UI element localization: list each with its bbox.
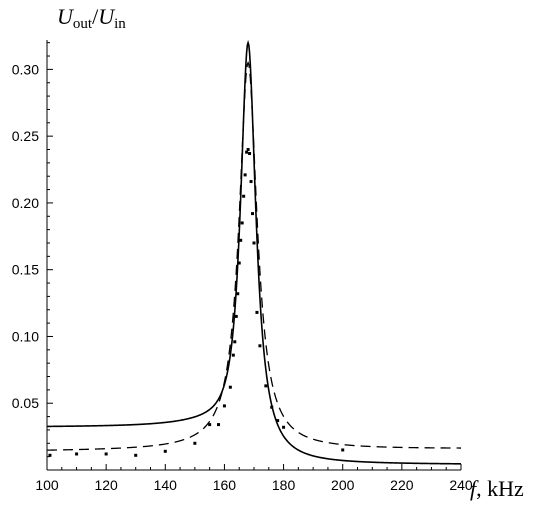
- data-point: [75, 452, 79, 456]
- y-axis-title-main: U: [57, 4, 75, 29]
- y-tick-label: 0.05: [12, 395, 39, 411]
- data-point: [270, 405, 274, 409]
- y-axis-title-sub-out: out: [73, 16, 93, 32]
- data-point: [341, 448, 345, 452]
- data-point: [242, 194, 246, 198]
- data-point: [249, 180, 253, 184]
- ticks: 100 120 140 160 180 200 220 240 0.05 0.10 0.15 0.20…: [12, 42, 473, 493]
- x-tick-label: 200: [331, 477, 355, 493]
- data-point: [246, 148, 250, 152]
- data-point: [255, 310, 259, 314]
- y-tick-label: 0.10: [12, 328, 39, 344]
- x-tick-label: 160: [213, 477, 237, 493]
- series-layer: [46, 39, 462, 465]
- data-point: [134, 453, 138, 457]
- data-point: [228, 385, 232, 389]
- x-tick-label: 240: [449, 477, 473, 493]
- data-point: [243, 173, 247, 177]
- y-axis-title-slash: /: [92, 4, 99, 29]
- data-point: [231, 353, 235, 357]
- x-axis-title-var: f: [470, 476, 479, 501]
- data-point: [236, 292, 240, 296]
- y-axis-title-sub-in: in: [114, 16, 126, 32]
- data-point: [208, 423, 212, 427]
- data-point: [233, 340, 237, 344]
- data-point: [258, 344, 262, 348]
- data-point: [240, 221, 244, 225]
- x-tick-label: 180: [272, 477, 296, 493]
- x-tick-label: 140: [154, 477, 178, 493]
- data-point: [237, 261, 241, 265]
- y-tick-label: 0.20: [12, 195, 39, 211]
- series-points: [48, 148, 345, 457]
- data-point: [163, 449, 167, 453]
- x-tick-label: 100: [35, 477, 59, 493]
- y-tick-label: 0.30: [12, 61, 39, 77]
- y-axis-title: Uout/Uin: [57, 4, 126, 32]
- data-point: [48, 453, 52, 457]
- series-solid-line: [46, 39, 462, 465]
- data-point: [276, 419, 280, 423]
- svg-text:Uout/Uin: Uout/Uin: [57, 4, 126, 32]
- y-tick-label: 0.15: [12, 262, 39, 278]
- data-point: [252, 241, 256, 245]
- y-axis-title-main-den: U: [98, 4, 116, 29]
- data-point: [248, 152, 252, 156]
- x-tick-label: 120: [94, 477, 118, 493]
- data-point: [234, 314, 238, 318]
- data-point: [282, 425, 286, 429]
- x-tick-label: 220: [390, 477, 414, 493]
- data-point: [245, 150, 249, 154]
- svg-text:f, kHz: f, kHz: [470, 476, 524, 501]
- y-tick-label: 0.25: [12, 128, 39, 144]
- data-point: [217, 423, 221, 427]
- data-point: [193, 441, 197, 445]
- data-point: [222, 404, 226, 408]
- data-point: [239, 238, 243, 242]
- data-point: [264, 384, 268, 388]
- data-point: [104, 452, 108, 456]
- data-point: [251, 212, 255, 216]
- x-axis-title-unit: , kHz: [476, 476, 524, 501]
- axes: [46, 40, 461, 471]
- series-dashed-line: [46, 61, 461, 451]
- x-axis-title: f, kHz: [470, 476, 524, 501]
